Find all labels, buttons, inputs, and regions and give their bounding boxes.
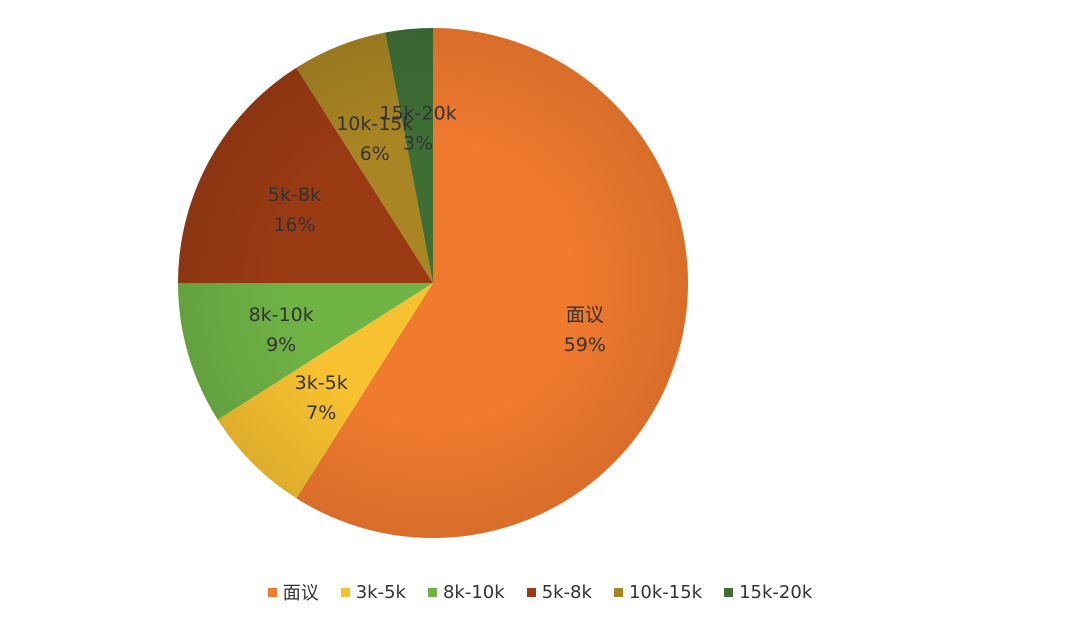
- slice-label-2: 8k-10k: [249, 304, 314, 326]
- legend-swatch: [613, 587, 623, 597]
- legend-item-2: 8k-10k: [427, 581, 505, 603]
- legend-label: 15k-20k: [739, 581, 813, 603]
- slice-label-3: 5k-8k: [268, 184, 321, 206]
- slice-percent-2: 9%: [266, 334, 296, 356]
- slice-label-0: 面议: [566, 304, 604, 326]
- slice-percent-0: 59%: [564, 334, 606, 356]
- legend-item-3: 5k-8k: [526, 581, 592, 603]
- legend-label: 10k-15k: [628, 581, 703, 603]
- legend-label: 面议: [282, 583, 319, 604]
- legend-swatch: [267, 587, 277, 597]
- slice-percent-3: 16%: [273, 214, 315, 236]
- legend-swatch: [340, 587, 350, 597]
- legend-label: 5k-8k: [541, 581, 592, 603]
- legend-swatch: [427, 587, 437, 597]
- legend-label: 3k-5k: [355, 581, 406, 603]
- slice-label-5: 15k-20k: [380, 103, 457, 125]
- slice-percent-1: 7%: [306, 402, 336, 424]
- pie-labels: 面议 59% 3k-5k 7% 8k-10k 9% 5k-8k 16% 10k-15k 6% 15k…: [249, 103, 606, 424]
- slice-label-4: 10k-15k: [336, 113, 413, 135]
- chart-legend: 面议 3k-5k 8k-10k 5k-8k 10k-15k 15k-20k: [0, 578, 1080, 606]
- legend-swatch: [526, 587, 536, 597]
- legend-item-1: 3k-5k: [340, 581, 406, 603]
- legend-label: 8k-10k: [442, 581, 505, 603]
- legend-item-4: 10k-15k: [613, 581, 703, 603]
- slice-percent-4: 6%: [360, 143, 390, 165]
- pie-shading: [178, 28, 688, 538]
- legend-swatch: [724, 587, 734, 597]
- legend-item-5: 15k-20k: [724, 582, 812, 603]
- slice-label-1: 3k-5k: [295, 372, 348, 394]
- slice-percent-5: 3%: [403, 133, 433, 155]
- legend-item-0: 面议: [267, 579, 319, 605]
